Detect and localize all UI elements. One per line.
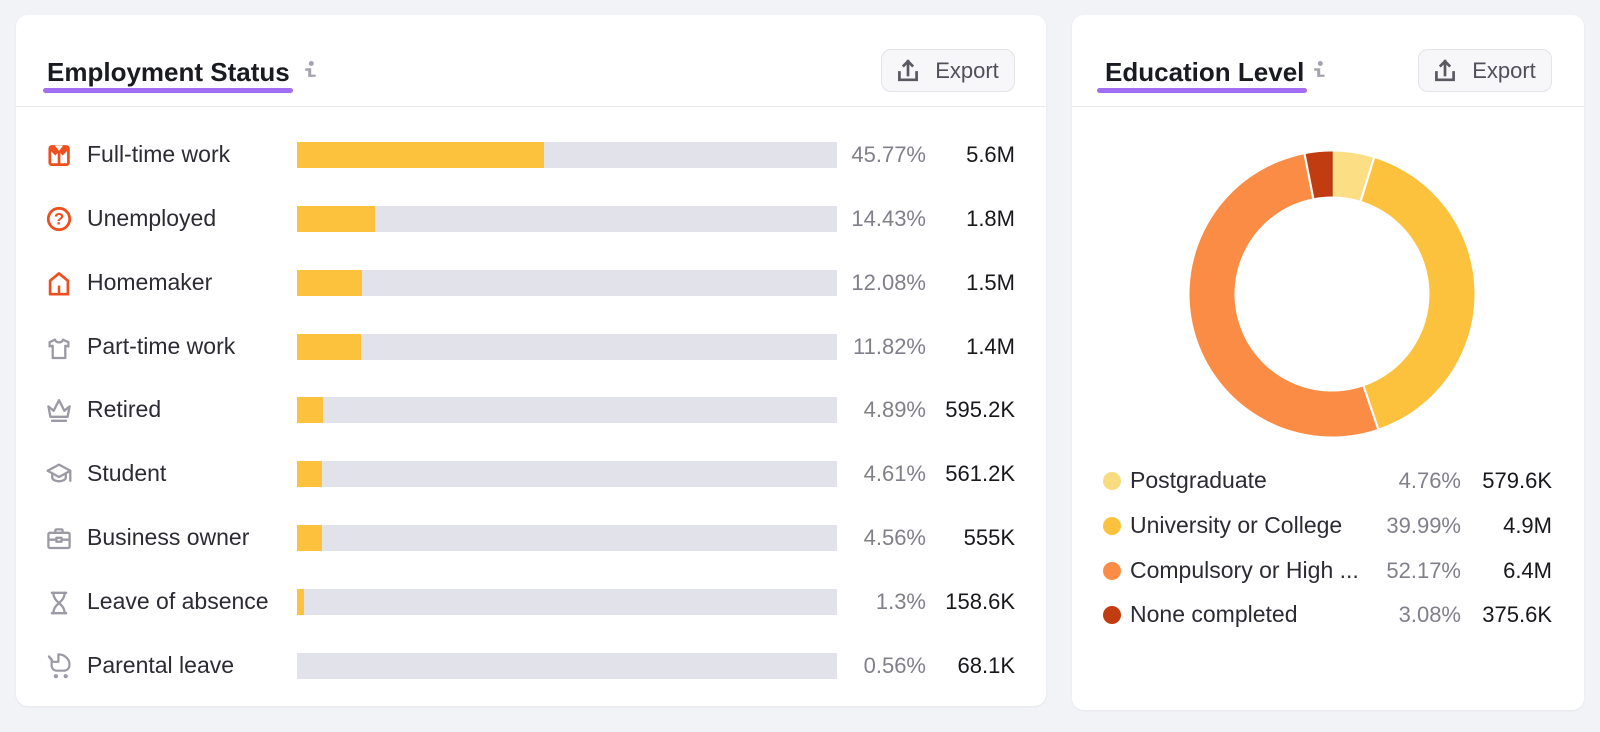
svg-text:?: ? (54, 210, 64, 229)
